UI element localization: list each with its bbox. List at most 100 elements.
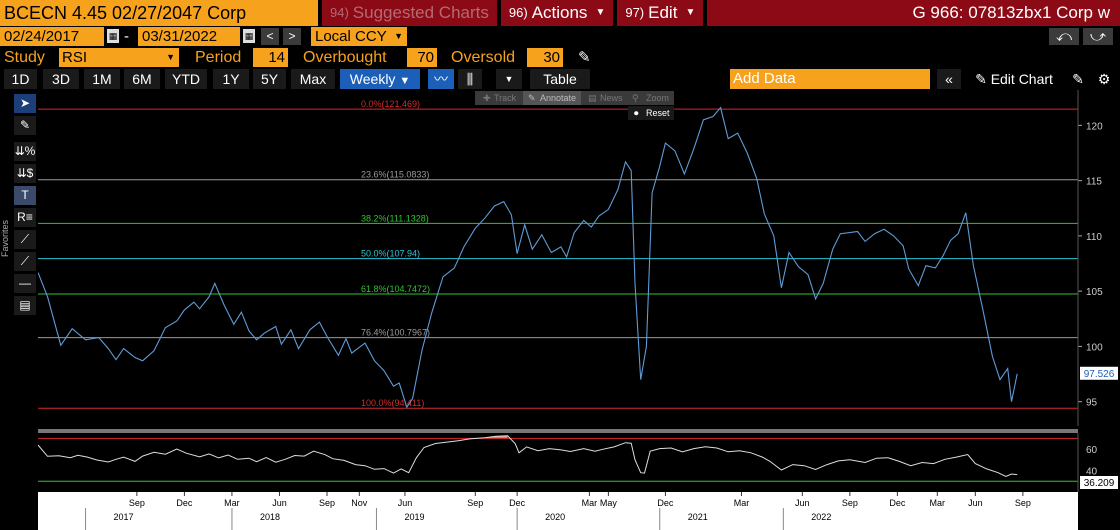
fib-label: 0.0%(121.469) — [361, 99, 420, 109]
range-5y[interactable]: 5Y — [253, 69, 286, 89]
text-tool-icon[interactable]: T — [14, 186, 36, 205]
chart-canvas[interactable]: 0.0%(121.469) 23.6%(115.0833) 38.2%(111.13… — [0, 90, 1120, 530]
bar-chart-icon[interactable]: ⫼ — [458, 69, 482, 89]
undo-button[interactable]: ⤺ — [1049, 28, 1079, 45]
x-month-label: Sep — [1015, 498, 1031, 508]
draw-line-icon[interactable]: ✎ — [14, 116, 36, 135]
annotate-edit-icon[interactable]: ✎ — [1068, 69, 1088, 89]
x-axis: Sep Dec Mar Jun Sep Nov Jun Sep Dec Mar May Dec Mar J… — [85, 492, 1031, 530]
security-ticker[interactable]: BCECN 4.45 02/27/2047 Corp — [0, 0, 318, 26]
price-axis: 120 115 110 105 100 95 — [1077, 90, 1103, 426]
fibonacci-icon[interactable]: ▤ — [14, 296, 36, 315]
price-panel-bg — [38, 90, 1078, 426]
edit-chart-button[interactable]: ✎ Edit Chart — [965, 69, 1063, 89]
currency-dropdown-icon: ▼ — [394, 31, 403, 41]
x-month-label: Sep — [319, 498, 335, 508]
start-calendar-icon[interactable]: ▦ — [107, 29, 119, 43]
fib-label: 23.6%(115.0833) — [361, 170, 429, 180]
study-select[interactable]: RSI ▼ — [59, 48, 179, 67]
period-label: Period — [195, 49, 242, 66]
x-month-label: Dec — [657, 498, 674, 508]
pencil-icon[interactable]: ✎ — [578, 49, 591, 66]
x-year-label: 2021 — [688, 512, 708, 522]
actions-label: Actions — [531, 3, 588, 22]
overbought-label: Overbought — [303, 49, 387, 66]
settings-gear-icon[interactable]: ⚙ — [1094, 69, 1114, 89]
rsi-line — [37, 435, 1018, 477]
fib-label: 61.8%(104.7472) — [361, 284, 430, 294]
fib-label: 50.0%(107.94) — [361, 249, 420, 259]
x-month-label: Dec — [176, 498, 193, 508]
range-1d[interactable]: 1D — [4, 69, 37, 89]
dollar-icon[interactable]: ⇊$ — [14, 164, 36, 183]
rsi-tick-label: 60 — [1086, 445, 1098, 456]
edit-chart-label: Edit Chart — [990, 71, 1053, 87]
cursor-arrow-icon[interactable]: ➤ — [14, 94, 36, 113]
panel-separator[interactable] — [38, 429, 1078, 433]
range-6m[interactable]: 6M — [124, 69, 160, 89]
suggested-charts-button[interactable]: 94) Suggested Charts — [322, 0, 497, 26]
zoom-button[interactable]: ⚲ Zoom — [632, 93, 669, 103]
x-year-label: 2022 — [811, 512, 831, 522]
chart-type-dropdown-icon[interactable]: ▼ — [496, 69, 522, 89]
x-month-label: Mar — [734, 498, 750, 508]
date-separator: - — [124, 28, 129, 45]
regression-icon[interactable]: R≡ — [14, 208, 36, 227]
x-month-label: Jun — [398, 498, 413, 508]
end-date-input[interactable]: 03/31/2022 — [138, 27, 240, 46]
range-3d[interactable]: 3D — [43, 69, 79, 89]
edit-caret-icon: ▼ — [685, 7, 696, 18]
oversold-label: Oversold — [451, 49, 516, 66]
table-button[interactable]: Table — [530, 69, 590, 89]
x-month-label: Dec — [889, 498, 906, 508]
price-tick-label: 100 — [1086, 342, 1103, 353]
study-dropdown-icon: ▼ — [166, 52, 175, 62]
reset-button[interactable]: ⏺ Reset — [628, 106, 674, 120]
news-button[interactable]: ▤ News — [588, 93, 623, 103]
previous-period-button[interactable]: < — [261, 28, 279, 45]
edit-menu-button[interactable]: 97) Edit ▼ — [617, 0, 704, 26]
start-date-input[interactable]: 02/24/2017 — [0, 27, 104, 46]
suggested-charts-label: Suggested Charts — [352, 3, 489, 22]
collapse-icon[interactable]: « — [937, 69, 961, 89]
oversold-input[interactable]: 30 — [527, 48, 563, 67]
annotate-button[interactable]: ✎ Annotate — [523, 91, 581, 105]
overbought-input[interactable]: 70 — [407, 48, 437, 67]
percent-icon[interactable]: ⇊% — [14, 142, 36, 161]
last-price-tag: 97.526 — [1080, 366, 1118, 380]
fib-label: 38.2%(111.1328) — [361, 213, 429, 223]
news-label: News — [600, 93, 623, 103]
range-1m[interactable]: 1M — [84, 69, 120, 89]
horizontal-line-icon[interactable]: — — [14, 274, 36, 293]
range-ytd[interactable]: YTD — [165, 69, 207, 89]
x-year-label: 2017 — [114, 512, 134, 522]
study-label: Study — [4, 49, 45, 66]
x-month-label: Jun — [272, 498, 287, 508]
period-input[interactable]: 14 — [253, 48, 288, 67]
range-1y[interactable]: 1Y — [213, 69, 249, 89]
date-range-bar: 02/24/2017 ▦ - 03/31/2022 ▦ < > Local CC… — [0, 26, 1120, 47]
add-data-input[interactable]: Add Data — [730, 69, 930, 89]
frequency-dropdown-icon: ▼ — [399, 75, 411, 87]
currency-select[interactable]: Local CCY ▼ — [311, 27, 407, 46]
frequency-select[interactable]: Weekly ▼ — [340, 69, 420, 89]
x-month-label: Jun — [795, 498, 810, 508]
trendline-icon[interactable]: ⟋ — [14, 230, 36, 249]
redo-button[interactable]: ⤻ — [1083, 28, 1113, 45]
x-axis-bg — [38, 492, 1078, 530]
reset-icon: ⏺ — [634, 108, 639, 118]
x-month-label: Nov — [351, 498, 368, 508]
zoom-label: Zoom — [646, 93, 669, 103]
x-month-label: Sep — [842, 498, 858, 508]
last-price-label: 97.526 — [1084, 369, 1115, 380]
end-calendar-icon[interactable]: ▦ — [243, 29, 255, 43]
next-period-button[interactable]: > — [283, 28, 301, 45]
rsi-axis: 60 40 — [1077, 433, 1098, 492]
range-max[interactable]: Max — [291, 69, 335, 89]
track-button[interactable]: ✚ Track — [483, 93, 517, 103]
channel-icon[interactable]: ⟋ — [14, 252, 36, 271]
actions-menu-button[interactable]: 96) Actions ▼ — [500, 0, 614, 26]
rsi-panel — [38, 435, 1078, 482]
x-year-label: 2018 — [260, 512, 280, 522]
line-chart-icon[interactable]: 〰 — [428, 69, 454, 89]
